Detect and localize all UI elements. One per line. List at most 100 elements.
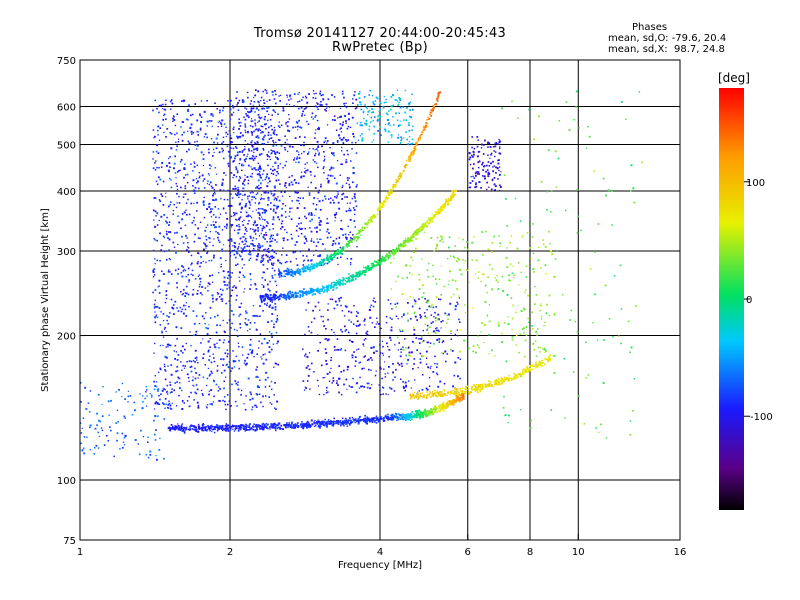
data-point [173, 246, 176, 248]
data-point [393, 390, 396, 392]
data-point [176, 185, 178, 187]
data-point [455, 399, 458, 401]
data-point [462, 259, 465, 261]
data-point [162, 313, 165, 315]
data-point [267, 164, 269, 167]
data-point [510, 297, 513, 299]
data-point [393, 124, 395, 126]
data-point [323, 325, 325, 327]
data-point [161, 244, 163, 247]
data-point [471, 259, 473, 261]
data-point [168, 224, 170, 226]
data-point [166, 390, 168, 393]
data-point [449, 403, 451, 405]
data-point [442, 352, 444, 355]
data-point [231, 272, 233, 274]
data-point [224, 427, 226, 430]
data-point [193, 240, 196, 243]
data-point [330, 197, 332, 199]
data-point [266, 100, 268, 102]
data-point [195, 372, 198, 374]
data-point [511, 338, 514, 341]
data-point [321, 243, 324, 245]
data-point [604, 284, 607, 287]
data-point [270, 202, 272, 204]
data-point [243, 291, 245, 293]
data-point [182, 242, 185, 244]
data-point [257, 121, 259, 123]
data-point [265, 358, 268, 361]
data-point [227, 205, 230, 207]
data-point [297, 161, 300, 164]
data-point [330, 329, 333, 331]
data-point [324, 137, 327, 140]
data-point [527, 368, 529, 370]
data-point [366, 419, 369, 421]
data-point [544, 264, 547, 267]
data-point [501, 377, 503, 380]
data-point [217, 427, 219, 429]
data-point [322, 199, 324, 202]
data-point [476, 344, 479, 346]
data-point [432, 264, 434, 267]
data-point [442, 320, 444, 322]
data-point [254, 122, 257, 125]
data-point [544, 348, 546, 351]
data-point [247, 182, 249, 185]
data-point [237, 381, 239, 383]
data-point [232, 187, 235, 190]
data-point [164, 398, 167, 400]
data-point [332, 153, 334, 155]
data-point [342, 142, 345, 144]
data-point [345, 419, 348, 421]
data-point [216, 298, 218, 300]
data-point [298, 202, 301, 205]
data-point [214, 226, 216, 229]
data-point [272, 326, 275, 329]
data-point [249, 399, 251, 401]
data-point [509, 280, 511, 282]
data-point [187, 293, 190, 296]
data-point [354, 421, 356, 424]
data-point [435, 392, 438, 394]
data-point [535, 294, 538, 296]
data-point [203, 317, 205, 320]
data-point [249, 321, 252, 324]
data-point [252, 145, 254, 148]
data-point [154, 169, 157, 171]
data-point [461, 390, 464, 392]
data-point [341, 163, 343, 166]
data-point [226, 223, 228, 226]
data-point [238, 203, 241, 206]
data-point [238, 225, 241, 228]
data-point [336, 420, 339, 422]
data-point [376, 97, 379, 100]
data-point [222, 141, 225, 143]
data-point [204, 426, 207, 429]
data-point [210, 389, 213, 391]
data-point [455, 394, 458, 397]
data-point [497, 288, 500, 290]
data-point [605, 437, 608, 439]
data-point [226, 322, 228, 324]
data-point [242, 274, 244, 276]
data-point [496, 167, 499, 169]
data-point [325, 103, 328, 106]
data-point [443, 393, 446, 395]
data-point [295, 121, 298, 123]
data-point [439, 380, 442, 383]
data-point [313, 371, 315, 373]
data-point [199, 237, 201, 240]
data-point [234, 428, 236, 430]
data-point [225, 135, 227, 138]
data-point [355, 419, 357, 421]
data-point [220, 428, 223, 431]
data-point [315, 421, 318, 423]
data-point [275, 253, 277, 255]
data-point [233, 430, 235, 432]
data-point [227, 274, 230, 277]
data-point [549, 356, 551, 358]
data-point [299, 228, 302, 231]
data-point [260, 197, 262, 200]
data-point [489, 146, 492, 148]
